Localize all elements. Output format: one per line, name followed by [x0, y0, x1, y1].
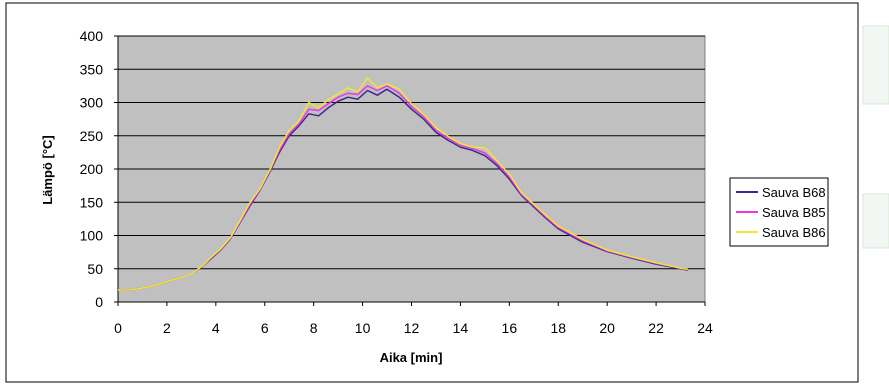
x-tick-label-6: 12: [404, 320, 420, 336]
y-tick-label-0: 0: [95, 294, 103, 310]
decorative-panel-top: [862, 25, 889, 105]
legend-label-1: Sauva B85: [762, 205, 826, 220]
x-tick-label-12: 24: [697, 320, 713, 336]
x-tick-label-1: 2: [163, 320, 171, 336]
x-tick-label-5: 10: [355, 320, 371, 336]
y-tick-label-2: 100: [80, 228, 104, 244]
legend-label-2: Sauva B86: [762, 225, 826, 240]
y-tick-label-6: 300: [80, 95, 104, 111]
gridlines: [118, 35, 705, 270]
legend: Sauva B68 Sauva B85 Sauva B86: [729, 177, 829, 247]
series-layer: [118, 77, 689, 291]
x-axis-label: Aika [min]: [380, 350, 443, 365]
legend-label-0: Sauva B68: [762, 185, 826, 200]
y-tick-label-8: 400: [80, 28, 104, 44]
x-tick-label-7: 14: [453, 320, 469, 336]
series-line-sauva-b86: [118, 77, 689, 291]
y-tick-label-4: 200: [80, 161, 104, 177]
y-tick-label-5: 250: [80, 128, 104, 144]
x-tick-label-3: 6: [261, 320, 269, 336]
axes: [114, 35, 706, 306]
x-tick-label-11: 22: [648, 320, 664, 336]
x-tick-label-0: 0: [114, 320, 122, 336]
y-tick-label-1: 50: [87, 261, 103, 277]
x-tick-label-2: 4: [212, 320, 220, 336]
y-tick-label-3: 150: [80, 194, 104, 210]
y-axis-label: Lämpö [°C]: [40, 135, 55, 204]
y-tick-label-7: 350: [80, 61, 104, 77]
x-tick-label-8: 16: [502, 320, 518, 336]
decorative-panel-bottom: [862, 193, 889, 249]
x-tick-label-10: 20: [599, 320, 615, 336]
x-tick-label-4: 8: [310, 320, 318, 336]
x-tick-label-9: 18: [550, 320, 566, 336]
